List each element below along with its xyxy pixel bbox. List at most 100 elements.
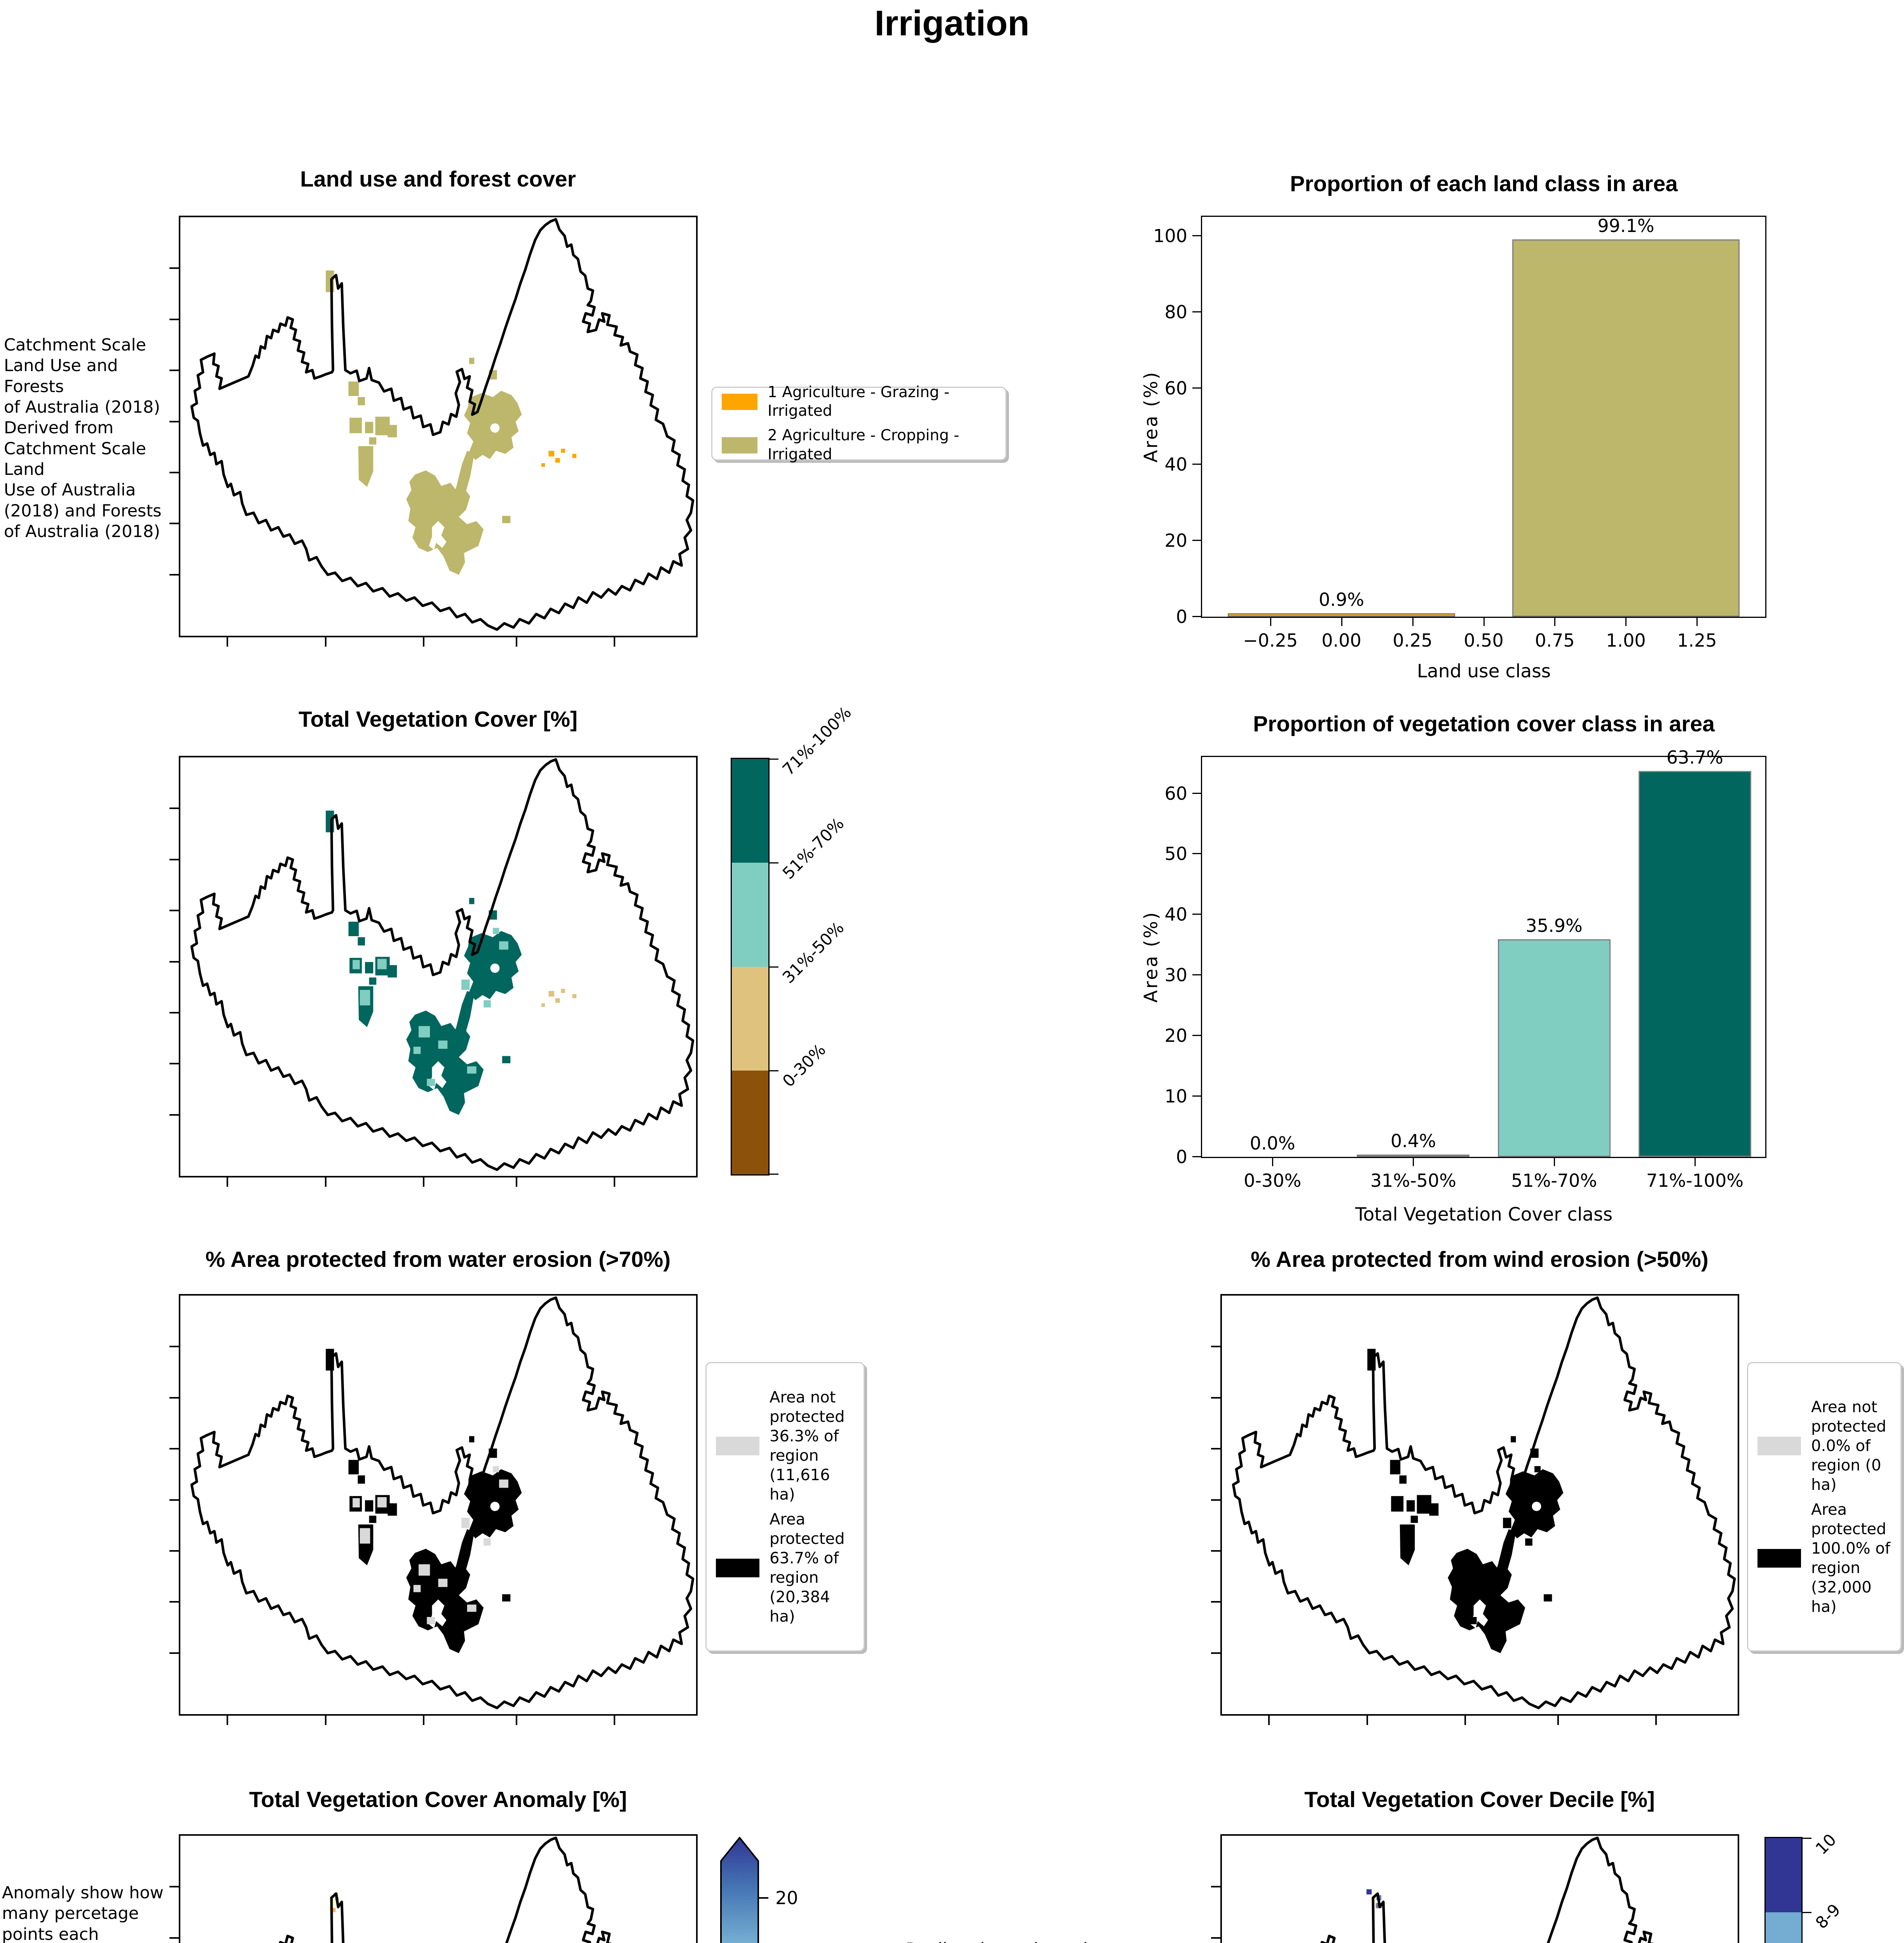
- chart-ytick: [1192, 792, 1201, 794]
- colorbar-tick: [1801, 1912, 1812, 1913]
- map-ytick: [169, 858, 179, 860]
- water-legend: Area not protected 36.3% of region (11,6…: [705, 1362, 865, 1652]
- map-ytick: [1211, 1550, 1220, 1552]
- vegcover-chart: Proportion of vegetation cover class in …: [1141, 711, 1831, 1247]
- chart-ytick: [1192, 974, 1201, 976]
- map-ytick: [169, 1448, 179, 1450]
- chart-xtick-label: 1.25: [1677, 630, 1717, 651]
- legend-swatch: [722, 394, 757, 410]
- chart-bar: [1512, 239, 1740, 617]
- legend-label: 2 Agriculture - Cropping - Irrigated: [768, 427, 960, 463]
- map-xtick: [613, 637, 615, 647]
- colorbar-label: 51%-70%: [778, 814, 848, 883]
- map-ytick: [169, 420, 179, 422]
- anomaly-colorbar: 20100−10−20: [720, 1836, 798, 1943]
- legend-entry: Area not protected 36.3% of region (11,6…: [716, 1388, 854, 1504]
- chart-bar-label: 0.4%: [1390, 1130, 1436, 1151]
- wind-map: [1211, 1294, 1739, 1725]
- decile-map: [1211, 1834, 1739, 1943]
- colorbar-tick: [1801, 1838, 1812, 1839]
- chart-ytick: [1192, 464, 1201, 465]
- legend-swatch: [1757, 1549, 1801, 1568]
- colorbar-tick: [758, 1897, 768, 1899]
- landuse-chart-plot: 0 20 40 60 80 100 −0.25 0.00 0.25 0.50 0.75 1.00 1.2…: [1153, 215, 1766, 651]
- chart-bar-label: 35.9%: [1525, 915, 1583, 937]
- chart-xtick: [1270, 618, 1271, 626]
- chart-ytick: [1192, 540, 1201, 541]
- colorbar-label: 10: [1812, 1830, 1840, 1858]
- chart-bar-label: 0.0%: [1250, 1133, 1295, 1154]
- map-xtick: [1557, 1716, 1559, 1725]
- map-ytick: [1211, 1652, 1220, 1654]
- chart-bar: [1227, 613, 1455, 617]
- chart-bar-label: 63.7%: [1666, 747, 1723, 768]
- map-ytick: [169, 1012, 179, 1013]
- map-ytick: [169, 318, 179, 320]
- chart-xtick-label: 0.75: [1535, 630, 1575, 651]
- chart-xtick-label: 0-30%: [1244, 1170, 1302, 1191]
- map-ytick: [169, 1937, 179, 1939]
- colorbar-tick: [768, 966, 778, 968]
- chart-ytick: [1192, 1035, 1201, 1036]
- map-ytick: [169, 808, 179, 809]
- map-xtick: [1366, 1716, 1368, 1725]
- chart-ytick-label: 40: [1164, 454, 1187, 475]
- colorbar-tick: [768, 862, 778, 864]
- decile-map-canvas: [1222, 1836, 1738, 1943]
- legend-label: Area protected 100.0% of region (32,000 …: [1811, 1500, 1890, 1616]
- chart-xtick: [1272, 1158, 1274, 1166]
- landuse-chart-ylabel: Area (%): [1140, 370, 1162, 463]
- anomaly-map: [169, 1834, 698, 1943]
- map-xtick: [1655, 1716, 1657, 1725]
- chart-xtick-label: 0.50: [1464, 630, 1504, 651]
- legend-swatch: [716, 1436, 759, 1455]
- colorbar-segment: [1766, 1838, 1801, 1913]
- water-map: [169, 1294, 698, 1725]
- landuse-map-canvas: [180, 217, 696, 636]
- vegcover-chart-xlabel: Total Vegetation Cover class: [1355, 1204, 1613, 1225]
- chart-ytick-label: 60: [1164, 783, 1187, 804]
- map-ytick: [1211, 1601, 1220, 1603]
- colorbar-label: 0-30%: [778, 1040, 829, 1091]
- landuse-chart: Proportion of each land class in area Ar…: [1141, 171, 1831, 707]
- map-ytick: [169, 910, 179, 912]
- chart-xtick-label: 71%-100%: [1646, 1170, 1744, 1191]
- map-ytick: [169, 1550, 179, 1552]
- colorbar-segment: [732, 759, 768, 863]
- page-title: Irrigation: [874, 3, 1030, 43]
- map-ytick: [169, 370, 179, 372]
- legend-label: Area not protected 0.0% of region (0 ha): [1811, 1398, 1887, 1494]
- map-xtick: [515, 1716, 517, 1725]
- colorbar-segment: [732, 1070, 768, 1174]
- landuse-note: Catchment Scale Land Use and Forests of …: [4, 335, 162, 541]
- chart-xtick: [1412, 618, 1414, 626]
- chart-ytick: [1192, 387, 1201, 389]
- legend-swatch: [716, 1558, 759, 1577]
- chart-ytick-label: 80: [1164, 302, 1187, 323]
- legend-entry: Area protected 100.0% of region (32,000 …: [1757, 1500, 1891, 1617]
- map-xtick: [227, 637, 229, 647]
- colorbar-tick: [768, 1174, 778, 1175]
- landuse-map-title: Land use and forest cover: [300, 167, 576, 192]
- chart-xtick-label: 51%-70%: [1511, 1170, 1597, 1191]
- chart-bar-label: 0.9%: [1319, 589, 1365, 610]
- chart-bar: [1497, 939, 1611, 1157]
- chart-ytick: [1192, 914, 1201, 915]
- map-ytick: [169, 574, 179, 576]
- chart-xtick: [1413, 1158, 1414, 1166]
- water-map-canvas: [180, 1296, 696, 1714]
- chart-ytick-label: 100: [1153, 225, 1187, 246]
- vegcover-map-canvas: [180, 757, 696, 1176]
- map-ytick: [169, 1346, 179, 1348]
- map-xtick: [515, 637, 517, 647]
- chart-ytick: [1192, 311, 1201, 312]
- chart-bar: [1638, 771, 1751, 1157]
- legend-entry: Area protected 63.7% of region (20,384 h…: [716, 1510, 854, 1626]
- legend-label: 1 Agriculture - Grazing - Irrigated: [768, 383, 949, 420]
- map-xtick: [325, 637, 326, 647]
- decile-map-title: Total Vegetation Cover Decile [%]: [1304, 1787, 1655, 1812]
- anomaly-map-canvas: [180, 1836, 696, 1943]
- map-xtick: [227, 1716, 229, 1725]
- map-ytick: [1211, 1448, 1220, 1450]
